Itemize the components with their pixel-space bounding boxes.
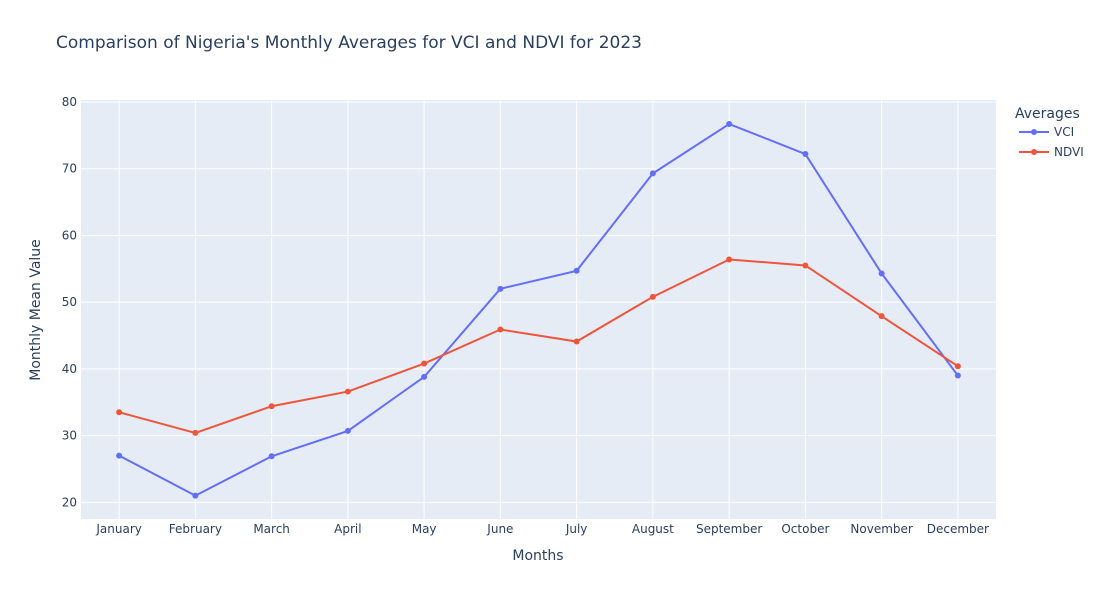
data-point-vci[interactable]	[802, 151, 809, 158]
series-ndvi	[116, 256, 961, 436]
data-point-ndvi[interactable]	[649, 293, 656, 300]
data-point-vci[interactable]	[649, 170, 656, 177]
series-line-ndvi	[118, 258, 959, 434]
data-point-ndvi[interactable]	[802, 262, 809, 269]
series-vci	[116, 121, 961, 499]
data-point-ndvi[interactable]	[421, 360, 428, 367]
data-point-ndvi[interactable]	[954, 363, 961, 370]
legend-label: NDVI	[1054, 145, 1084, 159]
x-tick-label: May	[412, 522, 437, 536]
data-point-vci[interactable]	[573, 267, 580, 274]
y-tick-label: 20	[62, 495, 77, 509]
legend-item-ndvi[interactable]: NDVI	[1019, 145, 1084, 159]
y-tick-label: 60	[62, 228, 77, 242]
x-tick-label: June	[486, 522, 513, 536]
data-point-vci[interactable]	[421, 373, 428, 380]
data-point-ndvi[interactable]	[573, 338, 580, 345]
data-point-vci[interactable]	[954, 372, 961, 379]
chart-title: Comparison of Nigeria's Monthly Averages…	[56, 33, 642, 53]
y-tick-label: 40	[62, 362, 77, 376]
legend-item-vci[interactable]: VCI	[1019, 125, 1074, 139]
series-group	[116, 121, 961, 499]
plot-area	[81, 100, 996, 519]
x-tick-label: July	[565, 522, 588, 536]
y-tick-label: 30	[62, 429, 77, 443]
x-tick-label: December	[927, 522, 989, 536]
data-point-ndvi[interactable]	[116, 409, 123, 416]
data-point-vci[interactable]	[344, 427, 351, 434]
data-point-vci[interactable]	[116, 452, 123, 459]
data-point-vci[interactable]	[268, 453, 275, 460]
legend-label: VCI	[1054, 125, 1074, 139]
x-tick-label: August	[632, 522, 674, 536]
x-tick-label: October	[781, 522, 829, 536]
x-axis-title: Months	[512, 548, 563, 564]
gridlines	[81, 100, 996, 519]
x-tick-label: September	[696, 522, 762, 536]
x-tick-label: January	[95, 522, 142, 536]
legend-title: Averages	[1015, 106, 1080, 122]
data-point-ndvi[interactable]	[268, 403, 275, 410]
data-point-ndvi[interactable]	[344, 388, 351, 395]
data-point-ndvi[interactable]	[192, 429, 199, 436]
legend-swatch-marker	[1031, 129, 1037, 135]
data-point-vci[interactable]	[192, 492, 199, 499]
x-tick-label: November	[850, 522, 912, 536]
y-axis-ticks: 20 30 40 50 60 70 80	[62, 95, 77, 509]
data-point-vci[interactable]	[497, 285, 504, 292]
y-tick-label: 80	[62, 95, 77, 109]
data-point-vci[interactable]	[878, 270, 885, 277]
y-tick-label: 70	[62, 162, 77, 176]
legend[interactable]: Averages VCI NDVI	[1015, 106, 1084, 159]
series-line-vci	[118, 122, 959, 497]
x-tick-label: March	[253, 522, 290, 536]
x-tick-label: April	[334, 522, 361, 536]
data-point-vci[interactable]	[726, 121, 733, 128]
y-tick-label: 50	[62, 295, 77, 309]
x-axis-ticks: January February March April May June July Augu…	[95, 522, 989, 536]
x-tick-label: February	[169, 522, 222, 536]
data-point-ndvi[interactable]	[878, 313, 885, 320]
data-point-ndvi[interactable]	[497, 326, 504, 333]
legend-swatch-marker	[1031, 149, 1037, 155]
y-axis-title: Monthly Mean Value	[28, 239, 44, 381]
data-point-ndvi[interactable]	[726, 256, 733, 263]
